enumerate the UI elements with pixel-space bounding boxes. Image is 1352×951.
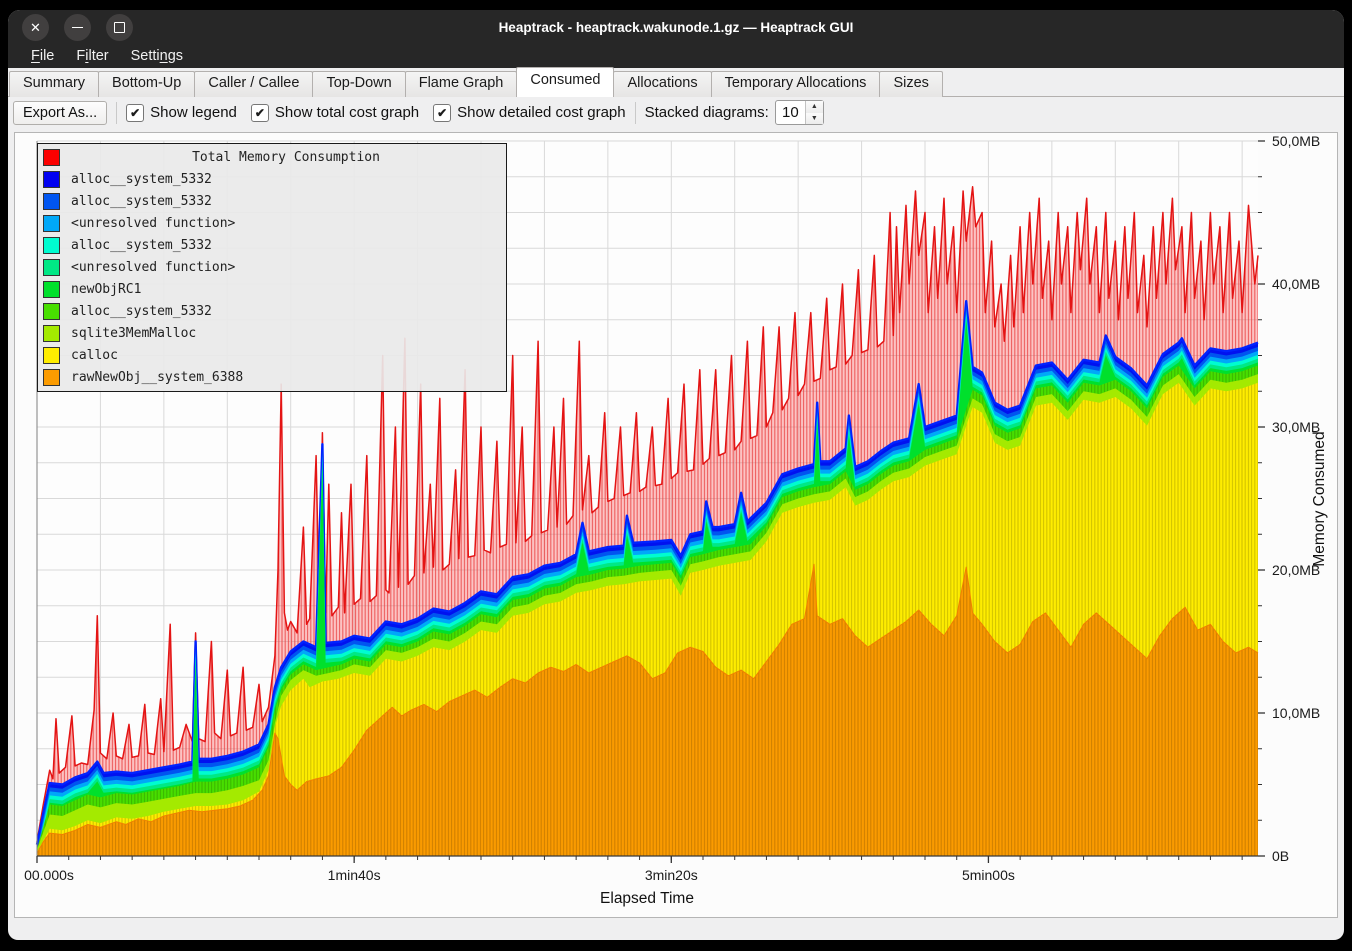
spin-down-icon[interactable]: ▼	[805, 112, 823, 124]
tab-bar: Summary Bottom-Up Caller / Callee Top-Down F…	[8, 67, 1344, 97]
consumed-chart-panel: 00.000s 1min40s 3min20s 5min00s 0B 10,0MB 20,0…	[14, 132, 1338, 918]
checkbox-label: Show total cost graph	[274, 104, 420, 121]
y-tick-label: 50,0MB	[1272, 133, 1320, 149]
chart-series	[35, 186, 1259, 857]
y-axis-title: Memory Consumed	[1311, 431, 1328, 566]
checkbox-label: Show detailed cost graph	[457, 104, 626, 121]
legend-swatch	[43, 280, 60, 298]
toolbar-separator	[116, 101, 118, 124]
checkmark-icon: ✔	[250, 103, 269, 122]
window-buttons: ✕	[22, 14, 133, 41]
x-tick-label: 1min40s	[328, 867, 381, 883]
legend-item: <unresolved function>	[38, 256, 506, 278]
legend-swatch	[43, 148, 60, 166]
legend-item: sqlite3MemMalloc	[38, 322, 506, 344]
toolbar: Export As... ✔ Show legend ✔ Show total cos…	[8, 97, 1344, 128]
legend-label: rawNewObj__system_6388	[71, 369, 244, 385]
y-tick-label: 30,0MB	[1272, 419, 1320, 435]
legend-label: Total Memory Consumption	[192, 149, 380, 165]
y-tick-label: 10,0MB	[1272, 705, 1320, 721]
legend-item: alloc__system_5332	[38, 168, 506, 190]
export-as-button[interactable]: Export As...	[13, 100, 108, 125]
legend-label: newObjRC1	[71, 281, 142, 297]
tab-summary[interactable]: Summary	[9, 71, 100, 97]
close-icon: ✕	[30, 19, 41, 35]
tab-caller-callee[interactable]: Caller / Callee	[194, 71, 314, 97]
legend-item: <unresolved function>	[38, 212, 506, 234]
chart-legend[interactable]: Total Memory Consumption alloc__system_53…	[37, 143, 507, 392]
x-tick-label: 00.000s	[24, 867, 74, 883]
legend-label: alloc__system_5332	[71, 193, 212, 209]
legend-label: alloc__system_5332	[71, 171, 212, 187]
window-title: Heaptrack - heaptrack.wakunode.1.gz — He…	[498, 19, 854, 35]
tick-labels: 00.000s 1min40s 3min20s 5min00s 0B 10,0MB 20,0…	[24, 133, 1320, 883]
legend-label: <unresolved function>	[71, 215, 236, 231]
menu-item-file[interactable]: File	[31, 48, 55, 64]
x-tick-label: 3min20s	[645, 867, 698, 883]
tab-temporary-allocations[interactable]: Temporary Allocations	[710, 71, 881, 97]
checkmark-icon: ✔	[126, 103, 145, 122]
legend-swatch	[43, 192, 60, 210]
checkbox-group: ✔ Show legend ✔ Show total cost graph ✔ Show …	[126, 103, 626, 122]
menu-item-filter[interactable]: Filter	[76, 48, 109, 64]
y-tick-label: 40,0MB	[1272, 276, 1320, 292]
legend-label: alloc__system_5332	[71, 303, 212, 319]
title-bar[interactable]: ✕ Heaptrack - heaptrack.wakunode.1.gz — …	[8, 10, 1344, 44]
minimize-icon	[72, 27, 83, 28]
tab-bottom-up[interactable]: Bottom-Up	[98, 71, 196, 97]
close-button[interactable]: ✕	[22, 14, 49, 41]
spin-up-icon[interactable]: ▲	[805, 101, 823, 113]
menu-bar: File Filter Settings	[8, 44, 1344, 68]
series-line-rawnewobj-system-6388	[36, 563, 1259, 854]
minimize-button[interactable]	[64, 14, 91, 41]
axis-ticks	[36, 140, 1265, 863]
legend-item: Total Memory Consumption	[38, 146, 506, 168]
legend-item: alloc__system_5332	[38, 190, 506, 212]
checkbox-show-legend[interactable]: ✔ Show legend	[126, 103, 237, 122]
menu-item-settings[interactable]: Settings	[130, 48, 184, 64]
legend-item: alloc__system_5332	[38, 234, 506, 256]
tab-sizes[interactable]: Sizes	[879, 71, 943, 97]
legend-label: <unresolved function>	[71, 259, 236, 275]
legend-swatch	[43, 170, 60, 188]
tab-flame-graph[interactable]: Flame Graph	[404, 71, 518, 97]
legend-swatch	[43, 258, 60, 276]
legend-item: rawNewObj__system_6388	[38, 366, 506, 388]
toolbar-separator	[634, 101, 636, 124]
stacked-diagrams-stepper[interactable]: 10 ▲ ▼	[774, 100, 824, 125]
stacked-diagrams-label: Stacked diagrams:	[644, 104, 769, 121]
y-tick-label: 20,0MB	[1272, 562, 1320, 578]
series-rawnewobj-system-6388	[37, 564, 1258, 856]
legend-item: newObjRC1	[38, 278, 506, 300]
legend-label: calloc	[71, 347, 118, 363]
series-line-total-memory-consumption	[36, 186, 1259, 842]
stacked-diagrams-value: 10	[782, 104, 799, 121]
x-tick-label: 5min00s	[962, 867, 1015, 883]
series-line-alloc-system-5332-top	[35, 300, 1259, 845]
y-tick-label: 0B	[1272, 848, 1289, 864]
legend-swatch	[43, 214, 60, 232]
application-window: ✕ Heaptrack - heaptrack.wakunode.1.gz — …	[8, 10, 1344, 940]
legend-swatch	[43, 346, 60, 364]
x-axis-title: Elapsed Time	[600, 890, 694, 907]
maximize-icon	[114, 22, 125, 33]
legend-swatch	[43, 368, 60, 386]
maximize-button[interactable]	[106, 14, 133, 41]
legend-item: alloc__system_5332	[38, 300, 506, 322]
tab-consumed[interactable]: Consumed	[516, 67, 615, 97]
checkmark-icon: ✔	[433, 103, 452, 122]
legend-swatch	[43, 236, 60, 254]
tab-allocations[interactable]: Allocations	[613, 71, 712, 97]
checkbox-show-detailed-cost-graph[interactable]: ✔ Show detailed cost graph	[433, 103, 626, 122]
legend-item: calloc	[38, 344, 506, 366]
tab-top-down[interactable]: Top-Down	[312, 71, 406, 97]
checkbox-show-total-cost-graph[interactable]: ✔ Show total cost graph	[250, 103, 420, 122]
legend-swatch	[43, 302, 60, 320]
legend-label: alloc__system_5332	[71, 237, 212, 253]
checkbox-label: Show legend	[150, 104, 237, 121]
legend-label: sqlite3MemMalloc	[71, 325, 197, 341]
legend-swatch	[43, 324, 60, 342]
